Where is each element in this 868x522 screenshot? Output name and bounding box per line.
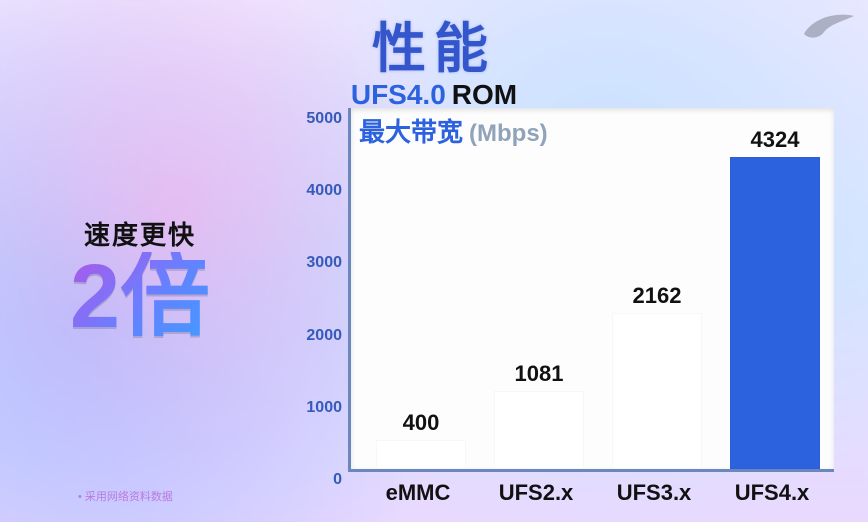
- bar-UFS4.x: 4324: [730, 157, 820, 469]
- callout-big: 2倍: [30, 252, 250, 342]
- speed-callout: 速度更快 2倍: [30, 215, 250, 342]
- y-tick: 2000: [306, 327, 342, 345]
- bar-eMMC: 400: [376, 440, 466, 469]
- bar-rect: [612, 313, 702, 469]
- plot-area: 最大带宽(Mbps) 400108121624324: [348, 108, 834, 472]
- y-tick: 3000: [306, 254, 342, 272]
- bar-rect: [494, 391, 584, 469]
- subtitle-rom: ROM: [452, 79, 517, 110]
- title-zh: 性能: [0, 4, 868, 83]
- footnote: 采用网络资料数据: [78, 488, 173, 504]
- x-label: UFS3.x: [617, 480, 692, 506]
- y-tick: 4000: [306, 182, 342, 200]
- bar-value-label: 2162: [612, 283, 702, 309]
- x-label: eMMC: [386, 480, 451, 506]
- page-title: 性能 UFS4.0ROM: [0, 4, 868, 111]
- bar-value-label: 400: [376, 410, 466, 436]
- stage: { "title": { "zh": "性能", "ufs": "UFS4.0"…: [0, 0, 868, 522]
- bar-UFS2.x: 1081: [494, 391, 584, 469]
- bar-value-label: 4324: [730, 127, 820, 153]
- bar-rect: [376, 440, 466, 469]
- bar-rect: [730, 157, 820, 469]
- x-label: UFS2.x: [499, 480, 574, 506]
- y-tick: 0: [333, 471, 342, 489]
- bandwidth-bar-chart: 010002000300040005000 最大带宽(Mbps) 4001081…: [298, 108, 838, 512]
- rog-logo-icon: [800, 10, 856, 46]
- subtitle-ufs: UFS4.0: [351, 79, 446, 110]
- bar-UFS3.x: 2162: [612, 313, 702, 469]
- bar-value-label: 1081: [494, 361, 584, 387]
- x-label: UFS4.x: [735, 480, 810, 506]
- x-axis-labels: eMMC UFS2.x UFS3.x UFS4.x: [348, 472, 834, 512]
- bars-container: 400 1081 2162 4324: [351, 108, 834, 469]
- y-tick: 5000: [306, 110, 342, 128]
- y-axis: 010002000300040005000: [298, 108, 348, 472]
- subtitle: UFS4.0ROM: [0, 79, 868, 111]
- y-tick: 1000: [306, 399, 342, 417]
